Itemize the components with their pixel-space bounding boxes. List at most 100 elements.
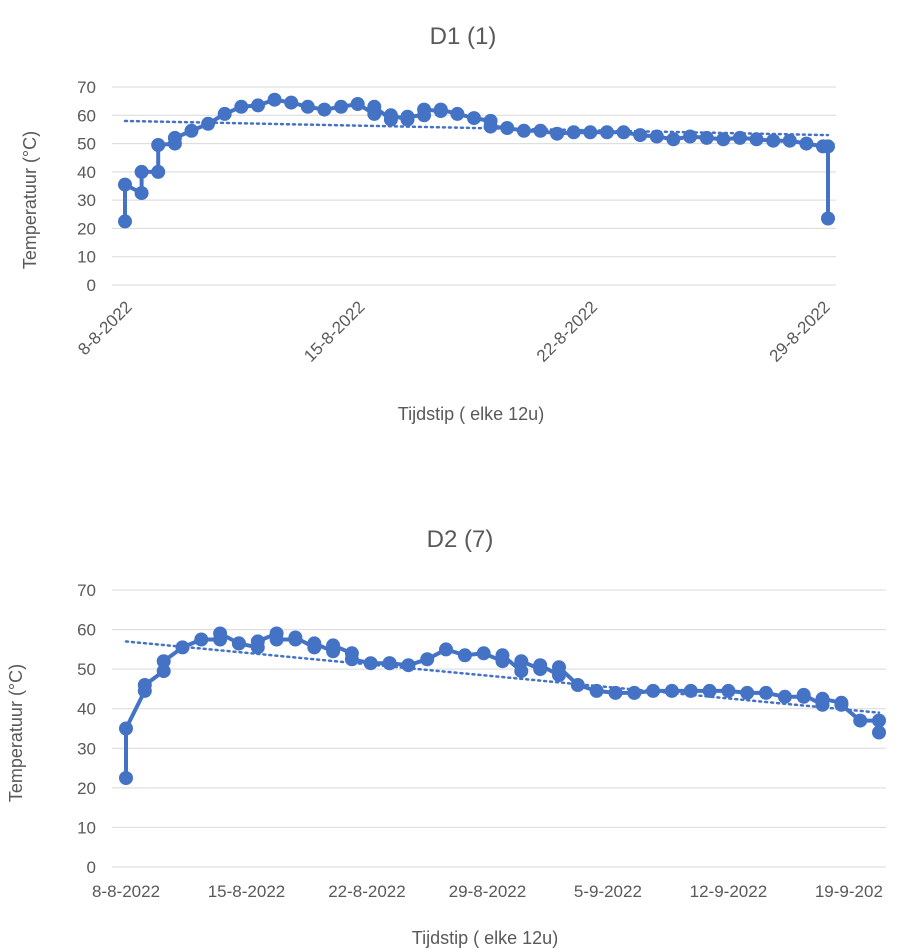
y-tick-label: 0 — [87, 858, 96, 877]
data-point — [317, 102, 332, 117]
data-point — [500, 121, 515, 135]
data-point — [683, 129, 698, 144]
gridlines — [112, 589, 886, 868]
data-point — [740, 685, 755, 700]
data-point — [288, 630, 303, 645]
data-point — [721, 683, 736, 698]
data-point — [495, 648, 510, 663]
y-tick-label: 70 — [77, 581, 96, 600]
data-point — [269, 632, 284, 647]
data-point — [570, 678, 585, 692]
data-point — [231, 636, 246, 651]
y-tick-label: 70 — [77, 78, 96, 97]
data-point — [284, 95, 299, 110]
y-tick-label: 20 — [77, 219, 96, 238]
data-point — [420, 652, 435, 667]
data-point — [716, 132, 731, 147]
chart-title: D1 (1) — [430, 23, 497, 50]
data-point — [821, 211, 835, 226]
x-tick-label: 29-8-2022 — [449, 882, 527, 901]
chart-title: D2 (7) — [427, 526, 494, 553]
x-tick-label: 22-8-2022 — [533, 297, 601, 365]
data-point — [118, 177, 132, 192]
data-point — [796, 687, 811, 702]
y-axis-ticks: 0 10 20 30 40 50 60 70 — [77, 581, 96, 877]
x-tick-label: 8-8-2022 — [92, 882, 160, 901]
data-point — [250, 634, 265, 649]
data-point — [175, 640, 190, 655]
data-point — [616, 125, 631, 140]
chart-d1: D1 (1) 0 10 20 30 40 50 60 70 8-8-2022 15-8-2022… — [20, 23, 836, 424]
x-tick-label: 5-9-2022 — [574, 882, 642, 901]
data-series — [119, 626, 886, 785]
data-point — [749, 132, 764, 147]
data-point — [627, 685, 642, 700]
data-point — [119, 721, 133, 736]
data-point — [799, 136, 814, 151]
data-point — [699, 130, 714, 145]
y-tick-label: 20 — [77, 779, 96, 798]
data-point — [649, 129, 664, 144]
data-point — [400, 109, 415, 124]
x-tick-label: 8-8-2022 — [74, 297, 136, 359]
data-point — [217, 106, 232, 121]
y-tick-label: 60 — [77, 621, 96, 640]
data-point — [552, 660, 566, 675]
x-axis-label: Tijdstip ( elke 12u) — [398, 404, 544, 424]
data-point — [702, 683, 717, 698]
data-point — [363, 656, 378, 671]
data-point — [834, 697, 849, 712]
x-tick-label: 15-8-2022 — [300, 297, 368, 365]
data-point — [782, 133, 797, 148]
data-point — [533, 123, 548, 138]
data-point — [777, 689, 792, 704]
data-point — [151, 138, 166, 152]
data-point — [267, 92, 282, 107]
y-axis-label: Temperatuur (°C) — [20, 131, 40, 269]
data-point — [815, 691, 830, 706]
x-tick-label: 12-9-2022 — [690, 882, 768, 901]
data-point — [137, 678, 152, 692]
chart-d2: D2 (7) 0 10 20 30 40 50 60 70 8-8-2022 15-8-2022… — [6, 526, 886, 948]
x-tick-label: 15-8-2022 — [208, 882, 286, 901]
data-point — [633, 128, 648, 143]
data-point — [872, 713, 886, 728]
data-point — [118, 214, 132, 229]
x-axis-ticks: 8-8-202215-8-202222-8-202229-8-20225-9-2… — [74, 297, 834, 365]
y-tick-label: 0 — [87, 276, 96, 295]
data-point — [194, 632, 209, 647]
data-point — [589, 683, 604, 698]
data-point — [433, 102, 448, 117]
data-point — [514, 664, 529, 679]
data-point — [608, 685, 623, 700]
data-point — [367, 99, 382, 114]
x-tick-label: 19-9-202 — [815, 882, 883, 901]
data-point — [600, 125, 614, 140]
data-point — [134, 186, 149, 201]
data-point — [457, 648, 472, 663]
data-point — [476, 646, 491, 661]
data-point — [467, 111, 481, 126]
data-point — [550, 126, 565, 141]
data-point — [583, 125, 598, 140]
data-point — [417, 102, 432, 117]
data-point — [119, 771, 133, 785]
y-tick-label: 10 — [77, 818, 96, 837]
y-axis-label: Temperatuur (°C) — [6, 664, 26, 802]
data-point — [167, 130, 182, 145]
data-point — [151, 164, 166, 179]
data-point — [516, 123, 531, 138]
data-point — [766, 133, 781, 148]
data-point — [156, 664, 171, 679]
trendline — [124, 640, 881, 714]
data-point — [350, 97, 365, 111]
data-point — [184, 123, 199, 138]
data-point — [759, 685, 773, 700]
y-axis-ticks: 0 10 20 30 40 50 60 70 — [77, 78, 96, 295]
data-point — [853, 713, 868, 728]
data-point — [234, 99, 249, 114]
data-point — [344, 652, 359, 667]
y-tick-label: 50 — [77, 660, 96, 679]
